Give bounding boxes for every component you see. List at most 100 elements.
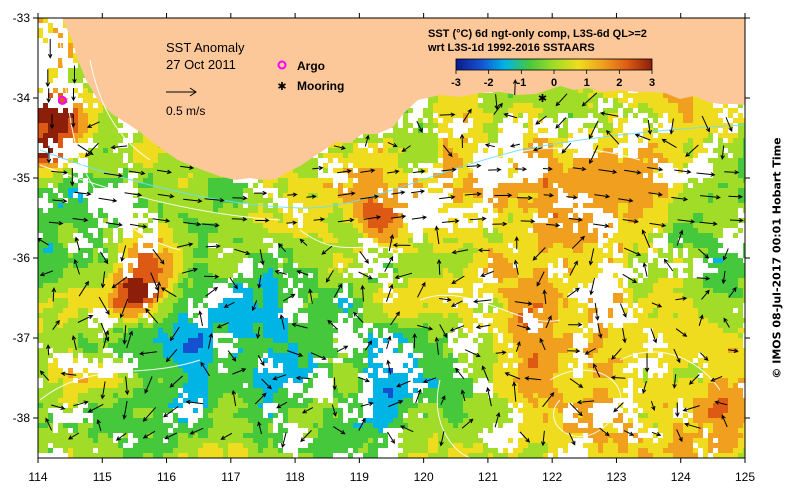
current-arrow bbox=[388, 400, 404, 408]
current-arrow bbox=[682, 405, 700, 412]
current-arrow bbox=[272, 374, 287, 381]
current-arrow bbox=[641, 229, 651, 248]
current-arrow bbox=[180, 165, 195, 170]
map-title: SST Anomaly bbox=[166, 40, 245, 55]
current-arrow bbox=[440, 395, 446, 405]
current-arrow bbox=[86, 121, 100, 128]
current-arrow bbox=[358, 417, 366, 431]
mooring-legend-marker: ✱ bbox=[277, 80, 286, 93]
current-arrow bbox=[157, 193, 175, 199]
current-arrow bbox=[111, 276, 128, 289]
current-arrow bbox=[387, 141, 398, 148]
current-arrow bbox=[696, 172, 716, 177]
current-arrow bbox=[122, 400, 128, 420]
current-arrow bbox=[618, 198, 634, 203]
current-arrow bbox=[220, 432, 233, 440]
current-arrow bbox=[364, 340, 373, 351]
current-arrow bbox=[296, 270, 309, 276]
current-arrow bbox=[641, 380, 647, 394]
current-arrow bbox=[543, 192, 555, 198]
current-arrow bbox=[157, 169, 172, 175]
current-arrow bbox=[257, 355, 265, 367]
x-tick-label: 114 bbox=[28, 470, 47, 484]
current-arrow bbox=[411, 215, 428, 220]
current-arrow bbox=[360, 168, 376, 173]
current-arrow bbox=[720, 145, 725, 160]
current-arrow bbox=[647, 119, 653, 135]
current-arrow bbox=[439, 431, 445, 447]
current-arrow bbox=[205, 286, 219, 297]
current-arrow bbox=[568, 322, 583, 327]
streamline bbox=[549, 369, 622, 437]
current-arrow bbox=[676, 229, 684, 246]
current-arrow bbox=[484, 143, 496, 148]
current-arrow bbox=[576, 399, 595, 405]
current-arrow bbox=[279, 314, 285, 330]
current-arrow bbox=[492, 221, 508, 227]
current-arrow bbox=[333, 145, 346, 150]
current-arrow bbox=[451, 249, 469, 255]
current-arrow bbox=[728, 348, 739, 353]
current-arrow bbox=[514, 301, 533, 306]
current-arrow bbox=[494, 412, 501, 428]
current-arrow bbox=[696, 276, 711, 281]
current-arrow bbox=[331, 404, 337, 417]
current-arrow bbox=[287, 192, 298, 198]
current-arrow bbox=[384, 256, 394, 272]
current-arrow bbox=[513, 259, 519, 275]
current-arrow bbox=[650, 400, 656, 411]
current-arrow bbox=[183, 198, 203, 204]
current-arrow bbox=[99, 251, 109, 265]
current-arrow bbox=[387, 169, 400, 174]
current-arrow bbox=[358, 271, 373, 280]
x-tick-label: 121 bbox=[478, 470, 498, 484]
current-arrow bbox=[386, 359, 392, 375]
current-arrow bbox=[281, 432, 287, 449]
current-arrow bbox=[439, 195, 456, 200]
current-arrow bbox=[515, 340, 521, 352]
current-arrow bbox=[469, 216, 487, 222]
current-arrow bbox=[663, 258, 674, 272]
current-arrow bbox=[439, 324, 448, 339]
current-arrow bbox=[336, 345, 349, 353]
current-arrow bbox=[71, 335, 77, 351]
current-arrow bbox=[417, 281, 426, 298]
surface-current-streamlines bbox=[39, 39, 745, 458]
current-arrow bbox=[545, 315, 552, 329]
current-arrow bbox=[46, 145, 52, 164]
map-markers: ✱ bbox=[57, 92, 547, 105]
current-arrow bbox=[651, 302, 663, 308]
current-arrow bbox=[333, 283, 343, 298]
current-arrow bbox=[287, 350, 304, 357]
colorbar-tick-label: -1 bbox=[516, 77, 526, 89]
current-arrow bbox=[516, 195, 534, 201]
current-arrow bbox=[98, 197, 118, 203]
colorbar-title-line1: SST (°C) 6d ngt-only comp, L3S-6d QL>=2 bbox=[428, 28, 647, 40]
current-arrow bbox=[144, 376, 153, 395]
current-arrow bbox=[588, 248, 595, 266]
colorbar-tick-label: 3 bbox=[649, 77, 655, 89]
current-arrow bbox=[648, 192, 663, 197]
current-arrow bbox=[647, 166, 664, 172]
current-arrow bbox=[73, 400, 89, 407]
imos-credit: © IMOS 08-Jul-2017 00:01 Hobart Time bbox=[770, 137, 784, 379]
current-arrow bbox=[701, 289, 710, 300]
current-arrow bbox=[276, 401, 288, 409]
current-arrow bbox=[599, 111, 619, 117]
current-arrow bbox=[644, 353, 650, 373]
current-arrow bbox=[77, 144, 94, 155]
current-arrow bbox=[255, 218, 270, 223]
argo-legend-label: Argo bbox=[297, 59, 325, 73]
current-arrow bbox=[390, 311, 400, 326]
current-arrow bbox=[313, 217, 326, 222]
current-arrow bbox=[169, 326, 180, 342]
current-arrow bbox=[634, 133, 651, 141]
current-arrow bbox=[259, 249, 265, 266]
current-arrow bbox=[710, 375, 723, 382]
streamline bbox=[419, 294, 561, 322]
current-arrow bbox=[47, 39, 53, 59]
y-tick-label: -34 bbox=[13, 91, 31, 105]
current-arrow bbox=[642, 262, 648, 277]
streamline bbox=[39, 359, 201, 401]
